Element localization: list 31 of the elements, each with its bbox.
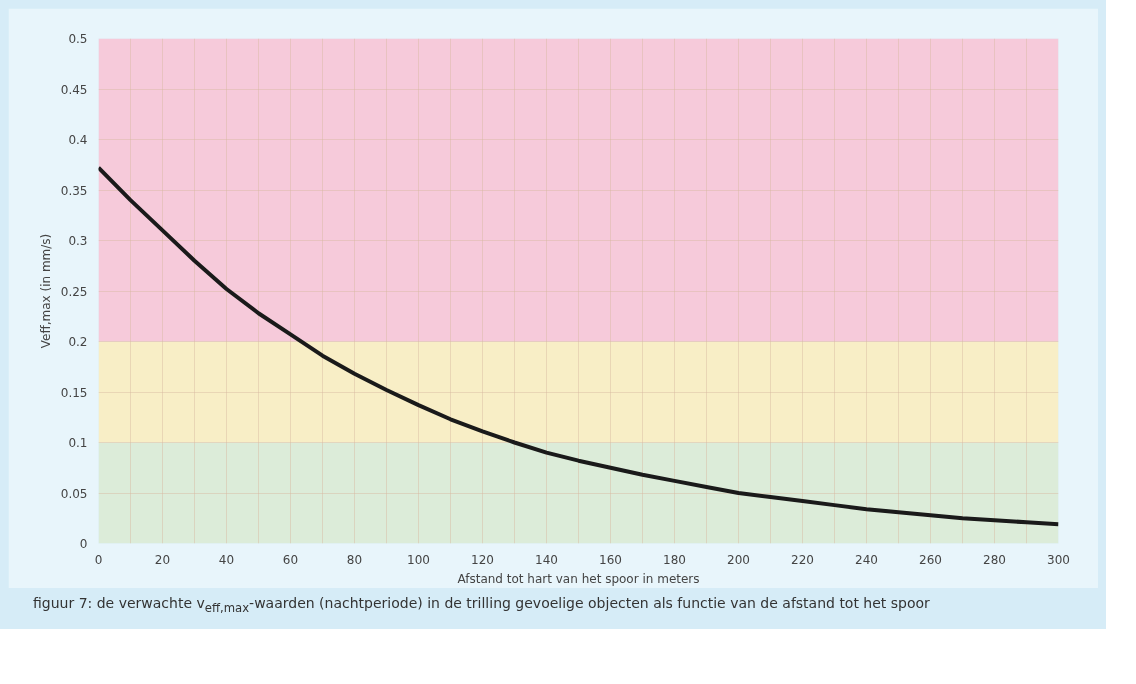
x-tick-label: 260	[919, 552, 942, 567]
y-axis-title: Veff,max (in mm/s)	[38, 233, 53, 349]
line-series	[98, 165, 1059, 527]
x-tick-label: 120	[471, 552, 494, 567]
y-tick-label: 0.4	[68, 133, 88, 147]
x-tick-label: 240	[855, 552, 878, 567]
y-tick-label: 0.45	[60, 82, 88, 97]
x-tick-label: 280	[983, 552, 1006, 567]
y-tick-label: 0.1	[68, 436, 88, 450]
x-tick-label: 220	[791, 552, 814, 567]
y-tick-label: 0.15	[60, 385, 88, 400]
x-tick-label: 60	[282, 552, 299, 567]
x-tick-label: 20	[154, 552, 171, 567]
x-tick-label: 40	[218, 552, 235, 567]
x-axis-title: Afstand tot hart van het spoor in meters	[457, 571, 700, 586]
x-tick-label: 180	[663, 552, 686, 567]
x-tick-label: 300	[1047, 552, 1070, 567]
x-tick-label: 0	[94, 552, 103, 567]
text: figuur 7: de verwachte v$_{eff,max}$-waarden (nachtperiode) in de trilling gevoelige objecten als functie van de afstand tot het spoor	[33, 594, 930, 617]
x-tick-label: 200	[727, 552, 750, 567]
x-tick-label: 140	[535, 552, 558, 567]
x-tick-label: 80	[346, 552, 363, 567]
x-tick-label: 160	[599, 552, 622, 567]
y-tick-label: 0.35	[60, 183, 88, 198]
y-tick-label: 0.05	[60, 486, 88, 501]
y-tick-label: 0.3	[68, 234, 88, 248]
x-tick-label: 100	[407, 552, 430, 567]
y-tick-label: 0.5	[68, 32, 88, 46]
y-tick-label: 0.25	[60, 284, 88, 299]
y-tick-label: 0.2	[68, 335, 88, 349]
y-tick-label: 0	[79, 537, 88, 551]
